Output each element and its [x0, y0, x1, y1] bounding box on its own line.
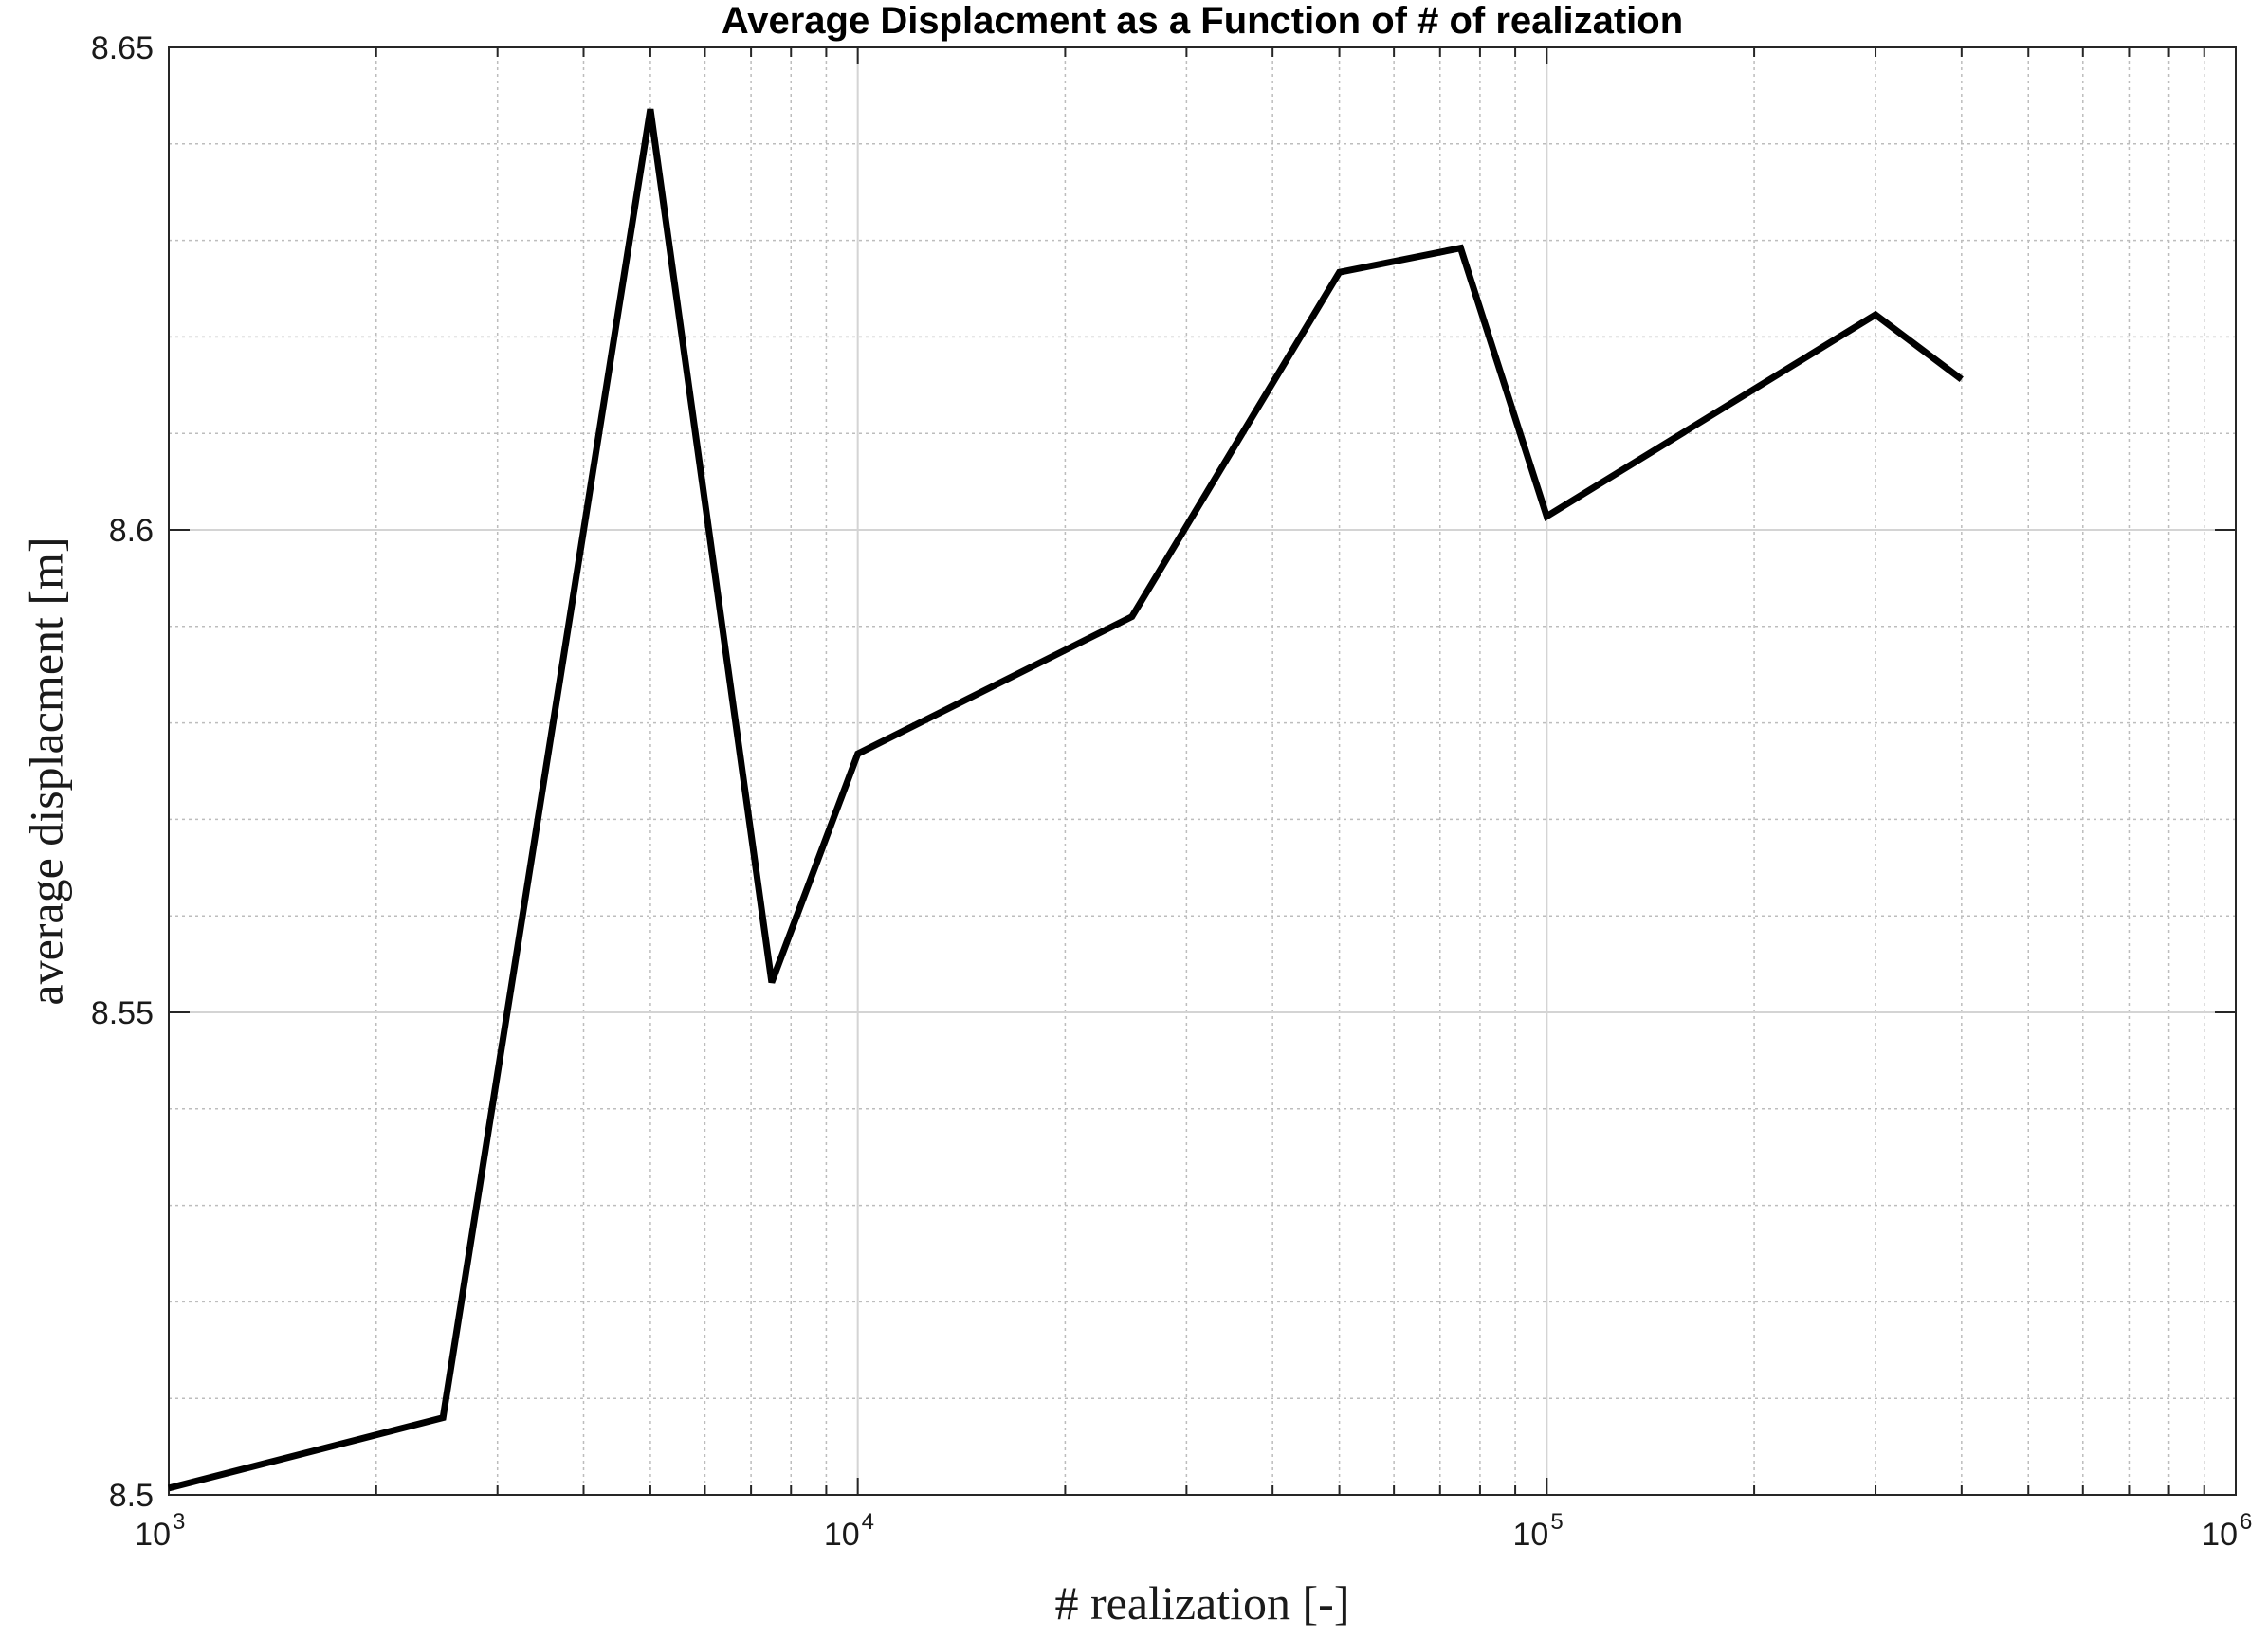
y-tick-label: 8.55	[91, 995, 154, 1031]
y-tick-label: 8.5	[109, 1478, 154, 1514]
x-tick-label: 10 3	[135, 1509, 185, 1553]
plot-area-frame	[168, 46, 2237, 1496]
y-axis-label: average displacment [m]	[20, 537, 73, 1005]
axis-ticks: 10 3 10 4 10 5 10 68.58.558.68.65	[91, 30, 2253, 1553]
x-tick-label: 10 4	[824, 1509, 874, 1553]
series-layer	[168, 108, 1964, 1492]
x-tick-label-base: 10	[135, 1517, 171, 1553]
x-tick-label-base: 10	[2202, 1517, 2238, 1553]
x-tick-label-exponent: 4	[862, 1509, 874, 1535]
x-tick-label-exponent: 6	[2240, 1509, 2252, 1535]
x-tick-label: 10 5	[1513, 1509, 1564, 1553]
chart-title: Average Displacment as a Function of # o…	[722, 0, 1683, 42]
x-axis-label: # realization [-]	[1055, 1576, 1350, 1629]
x-tick-label-exponent: 3	[173, 1509, 185, 1535]
y-tick-label: 8.65	[91, 30, 154, 66]
x-tick-label-exponent: 5	[1550, 1509, 1563, 1535]
x-tick-label: 10 6	[2202, 1509, 2252, 1553]
y-tick-label: 8.6	[109, 513, 154, 549]
x-tick-label-base: 10	[1513, 1517, 1549, 1553]
x-tick-label-base: 10	[824, 1517, 860, 1553]
grid-lines	[168, 46, 2237, 1496]
